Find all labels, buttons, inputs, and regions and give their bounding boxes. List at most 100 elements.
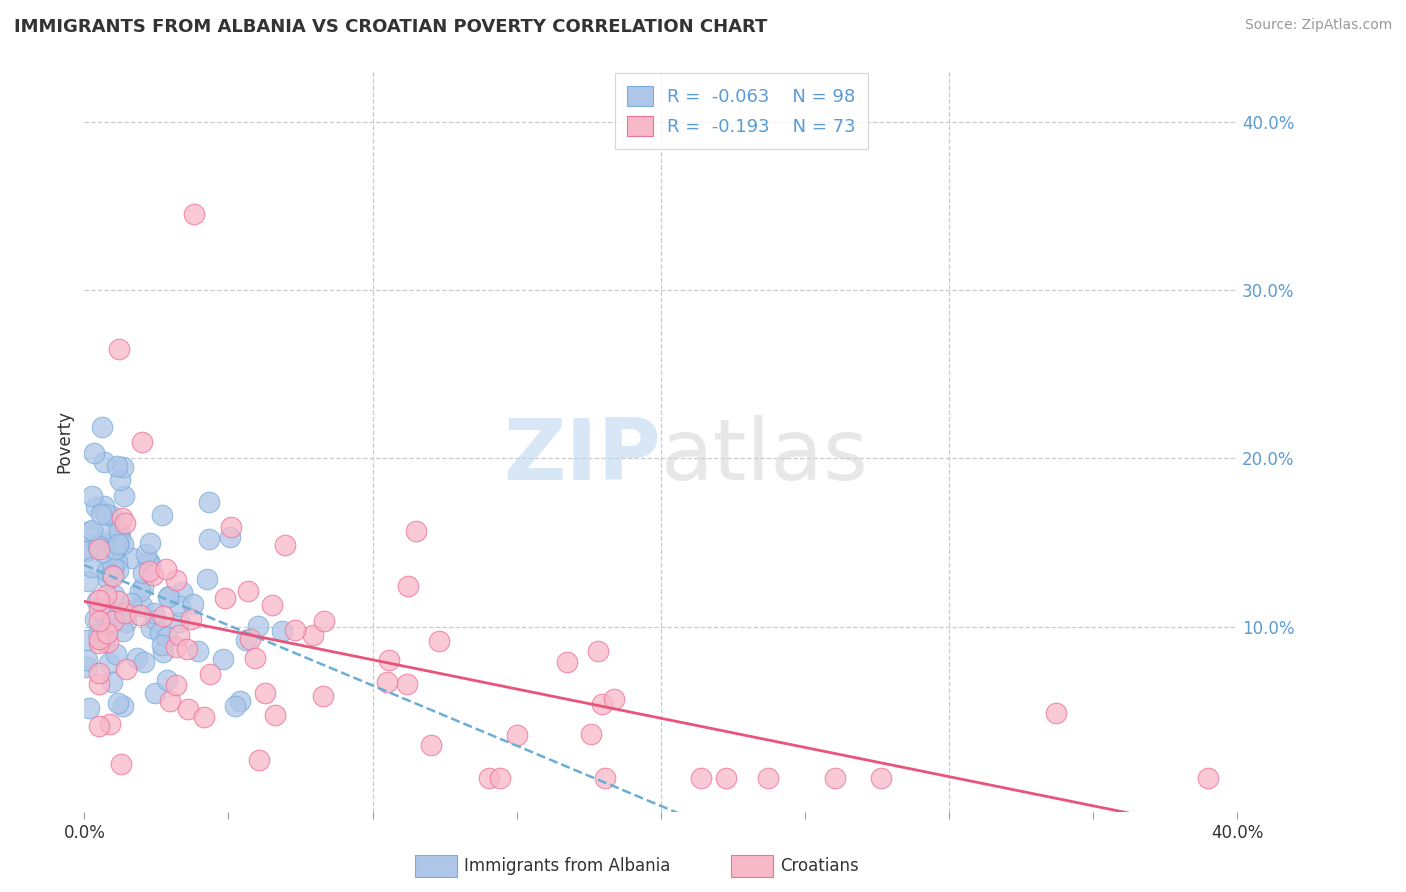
Point bbox=[187, 644, 209, 658]
Point bbox=[420, 738, 443, 752]
Point bbox=[377, 674, 399, 689]
Point bbox=[149, 626, 172, 640]
Point bbox=[105, 555, 128, 569]
Point bbox=[377, 653, 399, 667]
Point bbox=[111, 536, 134, 550]
Point bbox=[236, 583, 259, 598]
Point bbox=[224, 698, 246, 713]
Point bbox=[198, 533, 221, 547]
Point bbox=[104, 532, 127, 546]
Point bbox=[284, 624, 307, 638]
Point bbox=[114, 489, 136, 503]
Point bbox=[84, 500, 107, 515]
Point bbox=[76, 632, 98, 647]
Point bbox=[101, 609, 124, 624]
Point bbox=[506, 728, 529, 742]
Point bbox=[114, 516, 136, 530]
Point bbox=[107, 594, 129, 608]
Point bbox=[312, 615, 335, 629]
Point bbox=[197, 495, 219, 509]
Point bbox=[105, 647, 128, 661]
Point bbox=[156, 673, 179, 687]
Point bbox=[83, 445, 105, 459]
Point bbox=[87, 539, 110, 553]
Point bbox=[108, 524, 131, 538]
Point bbox=[97, 572, 120, 586]
Point bbox=[105, 459, 128, 474]
Point bbox=[77, 524, 100, 539]
Point bbox=[87, 719, 110, 733]
Point bbox=[714, 771, 737, 785]
Point bbox=[83, 612, 105, 626]
Point bbox=[142, 567, 165, 582]
Point bbox=[239, 632, 262, 647]
Point bbox=[131, 599, 153, 613]
Point bbox=[165, 640, 187, 654]
Point bbox=[156, 631, 179, 645]
Point bbox=[80, 489, 103, 503]
Point bbox=[588, 644, 610, 658]
Point bbox=[76, 659, 98, 673]
Point bbox=[193, 709, 215, 723]
Point bbox=[129, 584, 152, 599]
Point bbox=[96, 626, 118, 640]
Point bbox=[172, 585, 194, 599]
Point bbox=[167, 628, 190, 642]
Point bbox=[152, 638, 174, 652]
Point bbox=[593, 771, 616, 785]
Point bbox=[229, 693, 252, 707]
Point bbox=[271, 624, 294, 638]
Point bbox=[90, 629, 112, 643]
Point bbox=[79, 701, 101, 715]
Point bbox=[263, 707, 285, 722]
Point bbox=[311, 690, 333, 704]
Point bbox=[165, 574, 187, 588]
Point bbox=[98, 619, 121, 633]
Point bbox=[117, 603, 139, 617]
Point bbox=[87, 636, 110, 650]
Point bbox=[591, 698, 613, 712]
Point bbox=[97, 634, 120, 648]
Legend: R =  -0.063    N = 98, R =  -0.193    N = 73: R = -0.063 N = 98, R = -0.193 N = 73 bbox=[614, 73, 869, 149]
Point bbox=[77, 574, 100, 588]
Point bbox=[96, 564, 118, 578]
Point bbox=[101, 615, 124, 629]
Point bbox=[93, 635, 115, 649]
Point bbox=[87, 632, 110, 646]
Point bbox=[131, 566, 153, 581]
Point bbox=[143, 606, 166, 620]
Point bbox=[76, 544, 98, 558]
Point bbox=[152, 608, 174, 623]
Point bbox=[135, 547, 157, 561]
Point bbox=[489, 771, 512, 785]
Point bbox=[96, 588, 118, 602]
Point bbox=[115, 662, 138, 676]
Point bbox=[103, 568, 125, 582]
Point bbox=[143, 686, 166, 700]
Point bbox=[145, 613, 167, 627]
Point bbox=[167, 615, 190, 629]
Point bbox=[91, 544, 114, 558]
Point bbox=[129, 607, 152, 622]
Point bbox=[111, 624, 134, 638]
Point bbox=[396, 579, 419, 593]
Point bbox=[90, 535, 112, 549]
Point bbox=[176, 641, 198, 656]
Point bbox=[139, 557, 162, 571]
Point bbox=[80, 560, 103, 574]
Point bbox=[200, 666, 222, 681]
Point bbox=[114, 615, 136, 629]
Point bbox=[139, 621, 162, 635]
Text: atlas: atlas bbox=[661, 415, 869, 498]
Point bbox=[165, 678, 187, 692]
Point bbox=[93, 499, 115, 513]
Point bbox=[77, 541, 100, 556]
Point bbox=[90, 508, 112, 522]
Point bbox=[87, 541, 110, 556]
Point bbox=[155, 561, 177, 575]
Point bbox=[120, 596, 142, 610]
Point bbox=[110, 473, 132, 487]
Point bbox=[689, 771, 711, 785]
Y-axis label: Poverty: Poverty bbox=[55, 410, 73, 473]
Point bbox=[181, 597, 204, 611]
